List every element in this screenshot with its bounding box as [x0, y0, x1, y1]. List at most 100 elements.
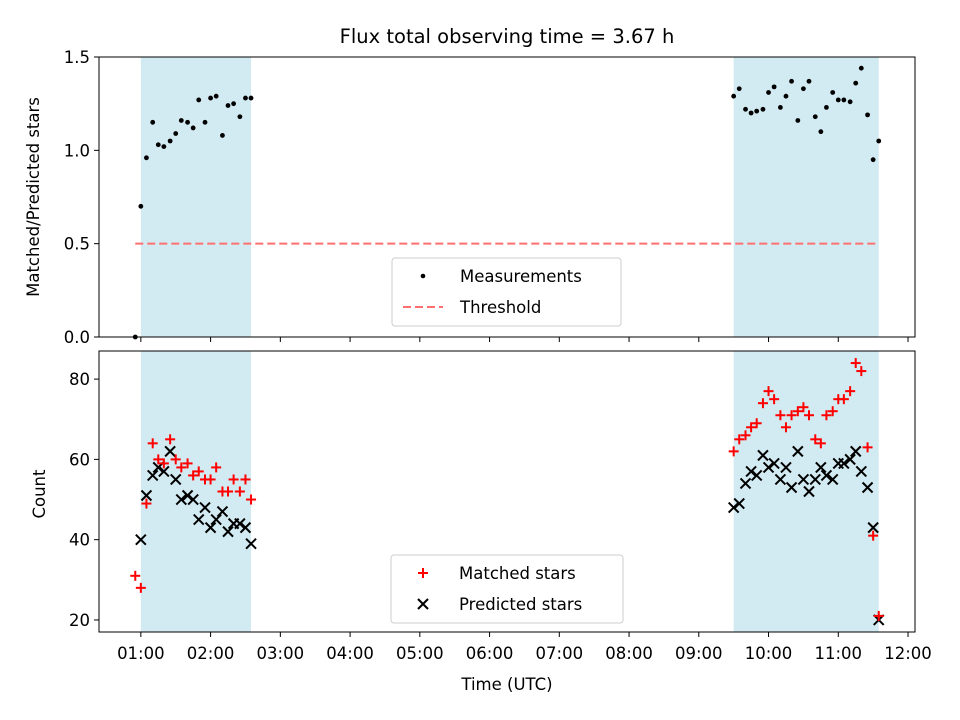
matched-star-marker	[141, 498, 152, 509]
predicted-star-marker	[164, 445, 176, 458]
matched-star-marker	[873, 610, 884, 621]
cross-stroke-b	[158, 465, 170, 478]
cross-stroke-b	[216, 505, 229, 518]
matched-star-marker	[130, 570, 141, 581]
measurement-point	[847, 99, 853, 105]
measurement-point	[858, 65, 864, 71]
predicted-star-marker	[135, 533, 147, 546]
matched-star-marker	[862, 442, 873, 453]
predicted-star-marker	[844, 453, 856, 466]
cross-stroke-b	[135, 533, 147, 546]
x-tick-label: 01:00	[117, 644, 165, 663]
predicted-star-marker	[757, 449, 769, 462]
cross-stroke-b	[204, 521, 217, 534]
cross-stroke-b	[826, 473, 839, 486]
measurement-point	[231, 101, 237, 107]
predicted-star-marker	[861, 481, 874, 494]
cross-stroke-b	[803, 485, 815, 498]
matched-star-marker	[838, 394, 849, 405]
legend-predicted-cross	[417, 598, 429, 610]
measurement-point	[743, 106, 748, 112]
cross-stroke-b	[140, 489, 153, 502]
predicted-star-marker	[838, 457, 850, 470]
cross-stroke-b	[797, 473, 810, 486]
cross-stroke-b	[199, 501, 211, 514]
cross-stroke-b	[757, 449, 769, 462]
cross-stroke-b	[170, 473, 182, 486]
matched-star-marker	[205, 474, 216, 485]
matched-star-marker	[769, 394, 780, 405]
measurement-point	[155, 142, 161, 148]
cross-stroke-b	[733, 497, 745, 510]
count-axis-ticks: 20 40 60 80 01:00 02:00 03:00 04:00 05:00 06:00 07…	[69, 370, 932, 663]
measurement-point	[870, 157, 876, 163]
matched-star-marker	[734, 434, 745, 445]
measurement-point	[783, 93, 789, 99]
predicted-star-marker	[210, 513, 222, 526]
matched-star-marker	[810, 434, 821, 445]
matched-star-marker	[147, 438, 158, 449]
measurement-point	[237, 114, 243, 120]
matched-star-marker	[135, 582, 146, 593]
predicted-star-marker	[850, 445, 862, 458]
matched-star-marker	[798, 402, 809, 413]
x-tick-label: 12:00	[884, 644, 932, 663]
matched-star-marker	[868, 530, 879, 541]
predicted-star-marker	[222, 525, 234, 538]
cross-stroke-b	[245, 537, 257, 550]
predicted-star-marker	[803, 485, 815, 498]
matched-star-marker	[223, 486, 234, 497]
cross-stroke-b	[146, 469, 159, 482]
predicted-star-marker	[187, 493, 199, 506]
measurement-point	[248, 95, 254, 101]
cross-stroke-b	[855, 465, 868, 478]
y-tick-label: 80	[69, 370, 90, 389]
legend-matched-label: Matched stars	[459, 564, 576, 583]
x-tick-label: 04:00	[326, 644, 374, 663]
matched-star-marker	[246, 494, 257, 505]
cross-stroke-b	[815, 461, 827, 474]
observing-span	[733, 351, 879, 632]
predicted-star-marker	[245, 537, 257, 550]
measurement-point	[818, 129, 824, 135]
matched-star-marker	[751, 418, 762, 429]
cross-stroke-b	[239, 521, 252, 534]
predicted-star-marker	[193, 513, 205, 526]
measurement-point	[865, 112, 870, 118]
predicted-star-marker	[785, 481, 798, 494]
ratio-legend-box	[391, 257, 622, 327]
predicted-star-marker	[170, 473, 182, 486]
matched-star-marker	[182, 458, 193, 469]
x-tick-label: 05:00	[396, 644, 444, 663]
cross-stroke-b	[187, 493, 199, 506]
predicted-star-marker	[727, 501, 740, 514]
x-tick-label: 07:00	[536, 644, 584, 663]
predicted-star-marker	[216, 505, 229, 518]
measurement-point	[185, 119, 190, 125]
matched-star-marker	[786, 410, 797, 421]
measurement-point	[144, 155, 149, 161]
measurement-point	[748, 110, 754, 116]
x-tick-label: 06:00	[466, 644, 514, 663]
cross-stroke-b	[417, 598, 429, 610]
observing-span	[140, 57, 252, 337]
predicted-star-marker	[745, 465, 757, 478]
x-axis-label: Time (UTC)	[460, 675, 552, 694]
matched-star-marker	[845, 386, 856, 397]
measurement-point	[795, 118, 801, 123]
matched-star-markers	[130, 358, 884, 621]
matched-star-marker	[176, 462, 187, 473]
matched-star-marker	[165, 434, 176, 445]
measurement-point	[220, 133, 225, 138]
measurement-point	[138, 203, 144, 209]
matched-star-marker	[170, 454, 181, 465]
matched-star-marker	[740, 430, 751, 441]
measurement-point	[777, 105, 783, 110]
cross-stroke-b	[867, 521, 879, 534]
predicted-star-marker	[199, 501, 211, 514]
measurement-point	[824, 105, 829, 110]
x-tick-label: 11:00	[815, 644, 863, 663]
y-tick-label: 20	[69, 611, 90, 630]
measurement-point	[178, 118, 184, 123]
